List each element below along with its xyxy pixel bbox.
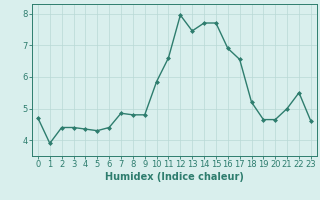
X-axis label: Humidex (Indice chaleur): Humidex (Indice chaleur) bbox=[105, 172, 244, 182]
